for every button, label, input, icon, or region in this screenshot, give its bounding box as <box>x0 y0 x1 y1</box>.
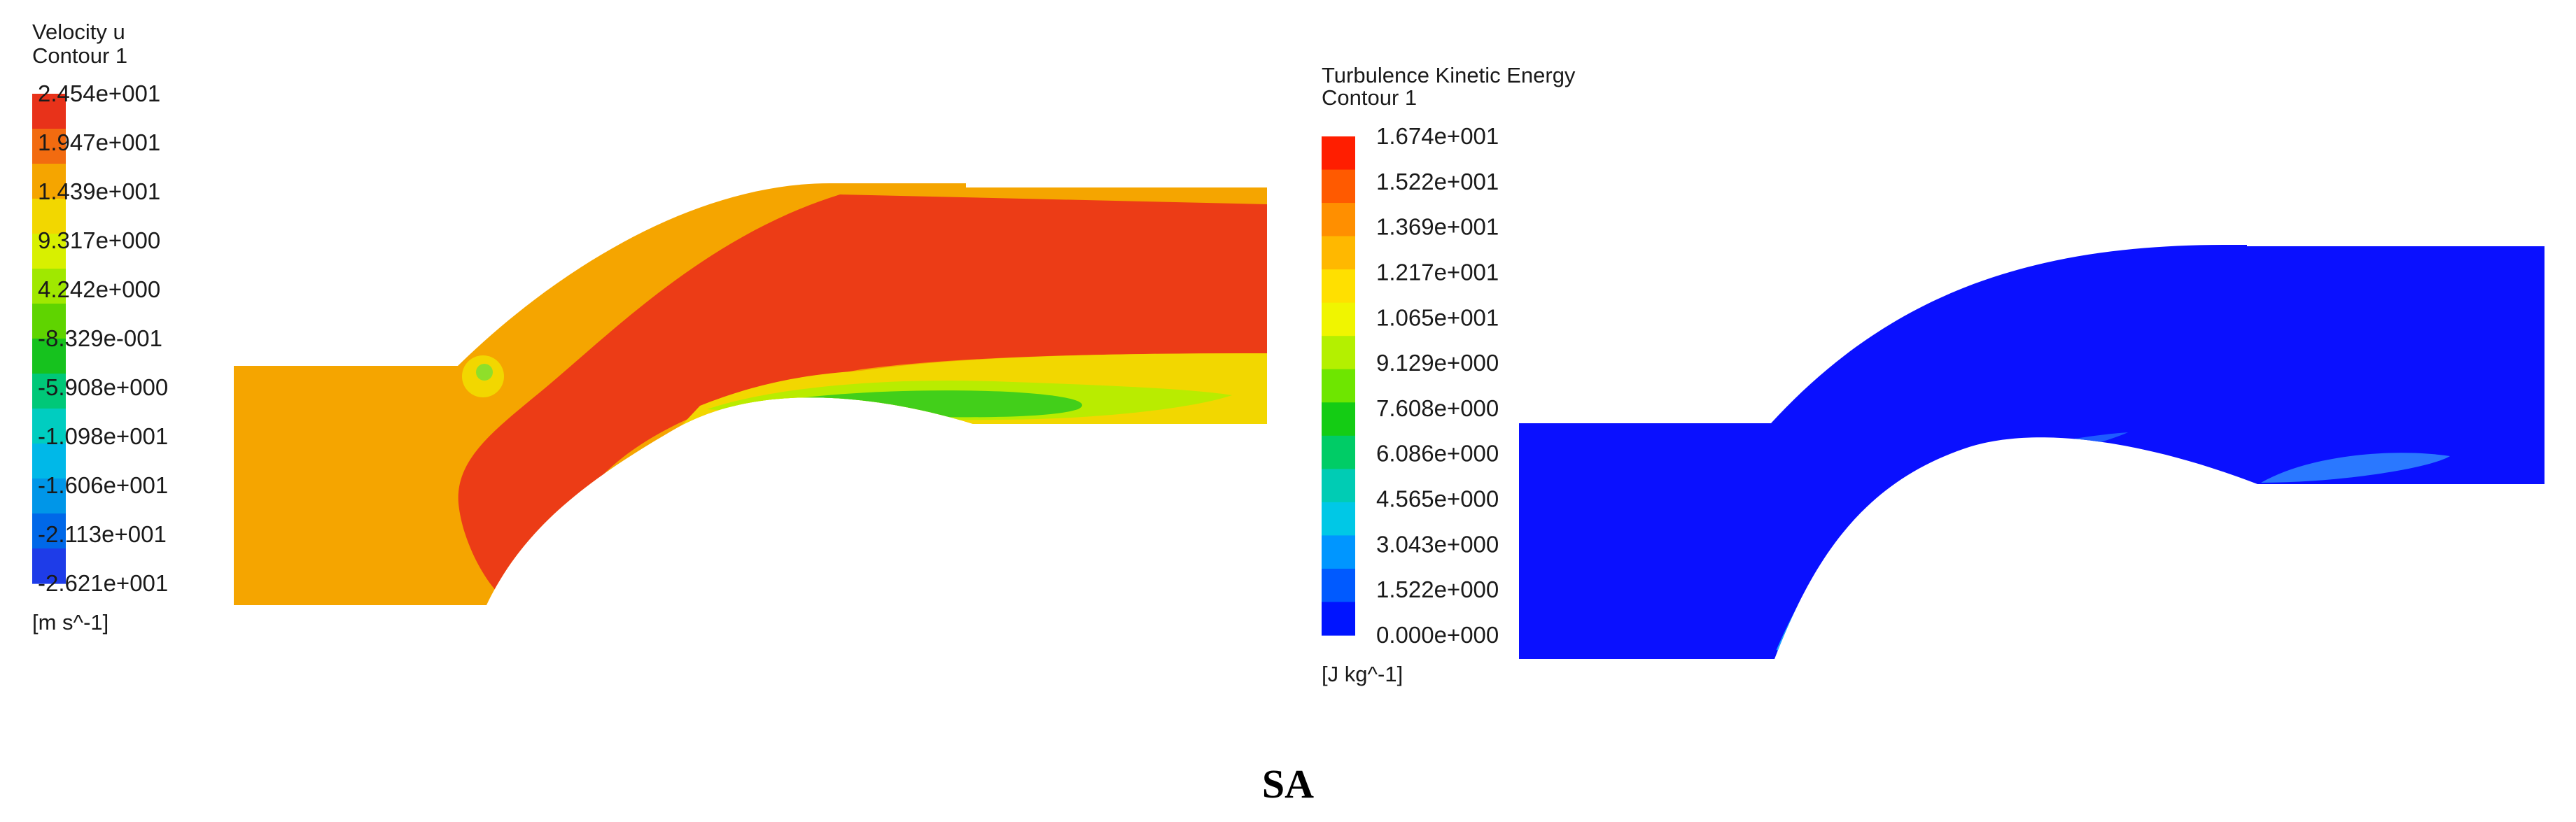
colorbar-segment <box>32 269 66 304</box>
colorbar-tick-label: 1.217e+001 <box>1376 259 1499 285</box>
colorbar-segment <box>1322 236 1355 270</box>
colorbar-segment <box>32 339 66 374</box>
velocity-panel: Velocity u Contour 1 2.454e+001 1.947e+00… <box>32 20 1267 635</box>
colorbar-tick-label: 4.565e+000 <box>1376 486 1499 512</box>
colorbar-segment <box>32 164 66 199</box>
colorbar-segment <box>1322 402 1355 437</box>
colorbar-tick-label: 9.317e+000 <box>38 227 160 253</box>
colorbar-tick-label: 4.242e+000 <box>38 276 160 302</box>
colorbar-segment <box>1322 302 1355 336</box>
colorbar-segment <box>1322 269 1355 304</box>
colorbar-segment <box>1322 369 1355 403</box>
colorbar-segment <box>32 444 66 479</box>
colorbar-tick-label: 6.086e+000 <box>1376 441 1499 467</box>
figure-caption: SA <box>1262 761 1314 807</box>
colorbar-tick-label: -2.113e+001 <box>38 521 167 547</box>
velocity-core-high-region <box>458 194 1267 599</box>
velocity-contour-plot <box>234 183 1267 605</box>
colorbar-segment <box>1322 435 1355 469</box>
colorbar-segment <box>32 199 66 234</box>
colorbar-segment <box>1322 203 1355 237</box>
velocity-unit-label: [m s^-1] <box>32 610 108 635</box>
colorbar-segment <box>32 234 66 269</box>
colorbar-tick-label: -5.908e+000 <box>38 374 168 400</box>
colorbar-segment <box>32 304 66 339</box>
tke-title: Turbulence Kinetic Energy <box>1322 63 1576 87</box>
colorbar-tick-label: 0.000e+000 <box>1376 622 1499 648</box>
velocity-edge-vortex-core <box>476 364 493 381</box>
colorbar-tick-label: 9.129e+000 <box>1376 350 1499 376</box>
colorbar-tick-label: -1.098e+001 <box>38 423 168 449</box>
velocity-subtitle: Contour 1 <box>32 43 127 68</box>
colorbar-segment <box>1322 169 1355 204</box>
colorbar-segment <box>32 409 66 444</box>
colorbar-tick-label: 1.522e+001 <box>1376 169 1499 194</box>
tke-legend-labels: 1.674e+001 1.522e+001 1.369e+001 1.217e+001… <box>1376 123 1499 648</box>
colorbar-tick-label: 3.043e+000 <box>1376 531 1499 557</box>
colorbar-segment <box>1322 336 1355 370</box>
colorbar-tick-label: 1.369e+001 <box>1376 214 1499 240</box>
colorbar-segment <box>32 374 66 409</box>
colorbar-segment <box>32 479 66 514</box>
tke-contour-plot <box>1519 245 2544 659</box>
colorbar-segment <box>32 513 66 549</box>
colorbar-tick-label: 1.065e+001 <box>1376 304 1499 330</box>
colorbar-tick-label: 7.608e+000 <box>1376 395 1499 421</box>
colorbar-segment <box>32 548 66 584</box>
velocity-legend-labels: 2.454e+001 1.947e+001 1.439e+001 9.317e+000… <box>38 80 168 596</box>
colorbar-tick-label: 1.674e+001 <box>1376 123 1499 149</box>
colorbar-tick-label: 2.454e+001 <box>38 80 160 106</box>
colorbar-segment <box>1322 136 1355 171</box>
velocity-title: Velocity u <box>32 20 125 44</box>
velocity-colorbar <box>32 94 66 584</box>
colorbar-segment <box>1322 568 1355 603</box>
colorbar-tick-label: 1.947e+001 <box>38 129 160 155</box>
colorbar-segment <box>32 129 66 164</box>
colorbar-tick-label: -8.329e-001 <box>38 325 162 351</box>
colorbar-tick-label: 1.522e+000 <box>1376 576 1499 602</box>
tke-shear-streak-2 <box>2261 453 2450 483</box>
tke-colorbar <box>1322 136 1355 636</box>
colorbar-tick-label: -2.621e+001 <box>38 570 168 596</box>
colorbar-segment <box>1322 602 1355 636</box>
colorbar-tick-label: -1.606e+001 <box>38 472 168 498</box>
colorbar-segment <box>1322 469 1355 503</box>
colorbar-segment <box>32 94 66 129</box>
colorbar-segment <box>1322 502 1355 536</box>
colorbar-tick-label: 1.439e+001 <box>38 178 160 204</box>
tke-panel: Turbulence Kinetic Energy Contour 1 1.67… <box>1322 63 2544 686</box>
colorbar-segment <box>1322 535 1355 569</box>
tke-subtitle: Contour 1 <box>1322 85 1417 110</box>
tke-unit-label: [J kg^-1] <box>1322 662 1403 686</box>
